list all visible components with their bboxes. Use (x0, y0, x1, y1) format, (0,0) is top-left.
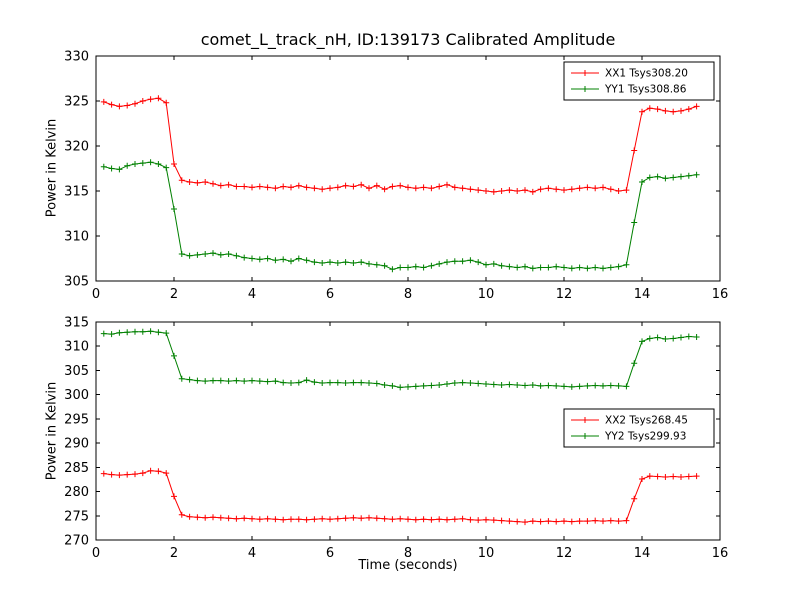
legend-marker-sample (582, 417, 588, 423)
y-tick-label: 310 (64, 230, 89, 245)
x-tick-label: 16 (712, 546, 729, 561)
y-tick-label: 290 (64, 437, 89, 452)
y-tick-label: 270 (64, 534, 89, 549)
y-tick-label: 275 (64, 509, 89, 524)
series-line-xx2 (103, 470, 697, 523)
legend-label: XX2 Tsys268.45 (605, 415, 688, 427)
legend-marker-sample (582, 433, 588, 439)
y-tick-label: 295 (64, 412, 89, 427)
x-tick-label: 2 (170, 287, 178, 302)
y-tick-label: 330 (64, 50, 89, 65)
series-line-xx1 (103, 97, 697, 193)
series-markers-xx1 (100, 95, 700, 195)
x-tick-label: 12 (556, 287, 573, 302)
y-tick-label: 315 (64, 185, 89, 200)
chart-title: comet_L_track_nH, ID:139173 Calibrated A… (200, 30, 616, 49)
x-tick-label: 16 (712, 287, 729, 302)
subplot-bottom: 0 2 4 6 8 10 12 14 16 270 275 280 285 290 295 300 305 310… (64, 316, 728, 562)
y-tick-label: 310 (64, 340, 89, 355)
x-tick-label: 8 (404, 287, 412, 302)
legend: XX2 Tsys268.45 YY2 Tsys299.93 (563, 408, 715, 448)
x-tick-label: 6 (326, 287, 334, 302)
x-tick-label: 12 (556, 546, 573, 561)
y-tick-label: 280 (64, 485, 89, 500)
y-tick-label: 285 (64, 461, 89, 476)
series-markers-yy1 (100, 159, 700, 273)
y-tick-label: 325 (64, 95, 89, 110)
x-tick-label: 0 (92, 546, 100, 561)
y-tick-label: 305 (64, 364, 89, 379)
x-tick-label: 10 (478, 546, 495, 561)
series-line-yy2 (103, 330, 697, 388)
x-tick-label: 4 (248, 546, 256, 561)
legend-box (563, 61, 715, 101)
series-markers-yy2 (100, 328, 700, 391)
x-axis-label: Time (seconds) (358, 558, 458, 573)
x-tick-label: 0 (92, 287, 100, 302)
y-tick-label: 320 (64, 140, 89, 155)
y-tick-label: 315 (64, 316, 89, 331)
series-line-yy1 (103, 161, 697, 270)
legend-label: YY1 Tsys308.86 (604, 84, 687, 96)
legend: XX1 Tsys308.20 YY1 Tsys308.86 (563, 61, 715, 101)
legend-box (563, 408, 715, 448)
x-tick-label: 4 (248, 287, 256, 302)
x-tick-label: 14 (634, 546, 651, 561)
x-tick-label: 2 (170, 546, 178, 561)
x-tick-label: 14 (634, 287, 651, 302)
x-tick-label: 8 (404, 546, 412, 561)
x-tick-label: 10 (478, 287, 495, 302)
x-tick-label: 6 (326, 546, 334, 561)
legend-marker-sample (582, 86, 588, 92)
y-tick-label: 300 (64, 388, 89, 403)
subplot-top: 0 2 4 6 8 10 12 14 16 305 310 315 320 325 330 XX1 Tsys3… (64, 50, 728, 303)
legend-label: YY2 Tsys299.93 (604, 431, 686, 443)
legend-label: XX1 Tsys308.20 (605, 68, 688, 80)
y-tick-label: 305 (64, 275, 89, 290)
legend-marker-sample (582, 70, 588, 76)
series-markers-xx2 (100, 467, 700, 526)
